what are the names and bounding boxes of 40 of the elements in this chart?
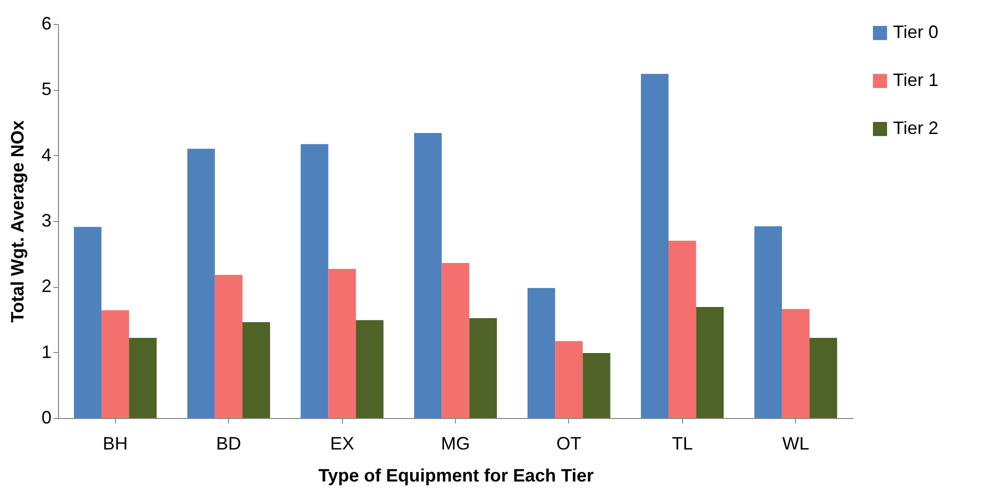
bar bbox=[469, 318, 497, 418]
legend-label: Tier 0 bbox=[893, 22, 938, 42]
x-tick-label: OT bbox=[556, 434, 582, 454]
bar bbox=[414, 133, 442, 418]
bar bbox=[356, 320, 384, 418]
bar bbox=[328, 268, 356, 418]
bar bbox=[528, 288, 556, 418]
y-tick-label: 4 bbox=[41, 144, 52, 165]
x-tick-label: MG bbox=[441, 434, 470, 454]
x-tick-label: EX bbox=[330, 434, 354, 454]
x-tick-label: TL bbox=[672, 434, 693, 454]
bar bbox=[300, 144, 328, 418]
bar bbox=[696, 307, 724, 418]
bar bbox=[810, 338, 838, 418]
y-tick-label: 0 bbox=[41, 408, 52, 428]
x-tick-label: WL bbox=[782, 434, 810, 454]
x-tick-label: BH bbox=[102, 434, 128, 454]
legend-label: Tier 1 bbox=[893, 70, 938, 90]
bar bbox=[555, 341, 583, 418]
y-tick-label: 6 bbox=[41, 14, 52, 34]
x-axis-title: Type of Equipment for Each Tier bbox=[318, 466, 594, 486]
bar bbox=[101, 310, 130, 418]
y-axis-title: Total Wgt. Average NOx bbox=[7, 120, 28, 323]
y-tick-label: 2 bbox=[41, 276, 52, 296]
bar bbox=[640, 74, 669, 418]
bar bbox=[754, 226, 782, 418]
bar bbox=[782, 308, 810, 418]
bar bbox=[668, 240, 696, 418]
bar bbox=[187, 148, 215, 418]
bar bbox=[582, 352, 610, 418]
bar bbox=[242, 322, 270, 418]
bar bbox=[214, 274, 242, 418]
x-tick-label: BD bbox=[216, 434, 242, 454]
y-tick-label: 1 bbox=[41, 342, 52, 362]
legend-label: Tier 2 bbox=[893, 118, 938, 138]
y-tick-label: 5 bbox=[41, 79, 52, 100]
bar bbox=[74, 226, 102, 418]
bar bbox=[442, 263, 470, 418]
bar bbox=[129, 338, 157, 418]
y-tick-label: 3 bbox=[41, 210, 52, 230]
